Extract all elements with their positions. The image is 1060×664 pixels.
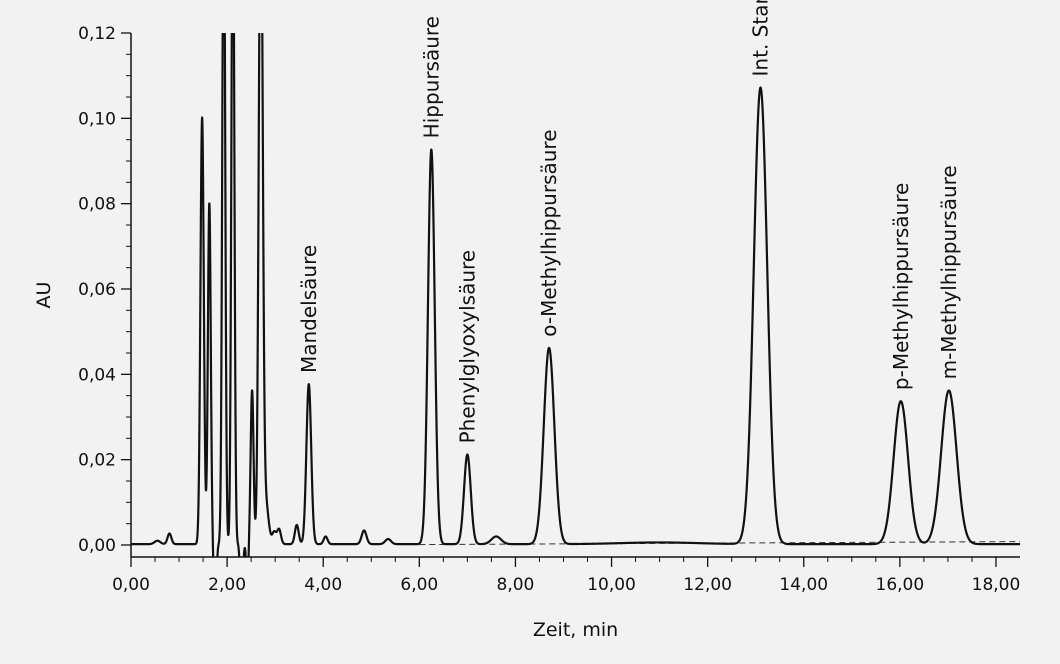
peak-label: Hippursäure: [419, 16, 443, 138]
y-tick-label: 0,10: [78, 109, 116, 129]
peak-label: Phenylglyoxylsäure: [455, 250, 479, 444]
x-tick-label: 16,00: [876, 575, 925, 595]
peak-label: Mandelsäure: [297, 245, 321, 373]
peak-label: m-Methylhippursäure: [937, 165, 961, 379]
x-tick-label: 10,00: [587, 575, 636, 595]
x-tick-label: 18,00: [972, 575, 1021, 595]
chromatogram-trace: [131, 0, 1020, 629]
y-tick-label: 0,06: [78, 280, 116, 300]
peak-label: Int. Standard: [749, 0, 773, 76]
x-tick-label: 2,00: [208, 575, 246, 595]
trace-group: [131, 0, 1020, 629]
peak-label: p-Methylhippursäure: [889, 183, 913, 390]
peak-label: o-Methylhippursäure: [537, 129, 561, 336]
y-tick-label: 0,12: [78, 24, 116, 44]
y-tick-label: 0,02: [78, 451, 116, 471]
y-axis-title: AU: [33, 282, 55, 309]
axes-group: 0,00 0,02 0,04 0,06 0,08 0,10 0,12 0,00 2,00 4,00…: [33, 24, 1020, 641]
y-tick-label: 0,04: [78, 365, 116, 385]
annotations-group: Mandelsäure Hippursäure Phenylglyoxylsäure…: [297, 0, 961, 455]
x-tick-label: 14,00: [779, 575, 828, 595]
x-tick-label: 0,00: [112, 575, 150, 595]
x-tick-label: 6,00: [400, 575, 438, 595]
y-tick-label: 0,08: [78, 195, 116, 215]
y-tick-label: 0,00: [78, 536, 116, 556]
x-tick-label: 8,00: [497, 575, 535, 595]
x-axis-title: Zeit, min: [533, 619, 618, 641]
x-tick-label: 12,00: [683, 575, 732, 595]
x-tick-label: 4,00: [304, 575, 342, 595]
